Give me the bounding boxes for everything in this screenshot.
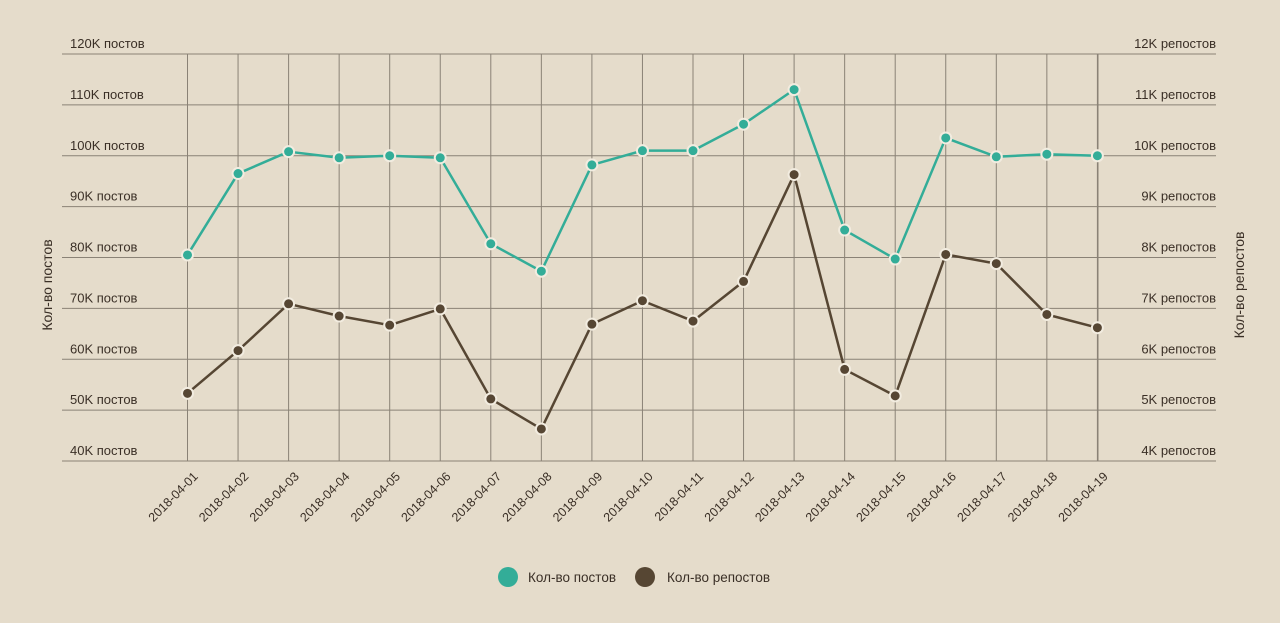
x-tick-label: 2018-04-04 xyxy=(297,469,352,524)
data-point[interactable] xyxy=(181,386,194,400)
data-point[interactable] xyxy=(1040,147,1054,161)
y-tick-right: 8K репостов xyxy=(1141,240,1216,255)
data-point[interactable] xyxy=(635,144,649,158)
y-axis-left-title: Кол-во постов xyxy=(39,239,55,330)
data-point[interactable] xyxy=(383,149,397,163)
x-tick-label: 2018-04-18 xyxy=(1005,469,1060,524)
data-point[interactable] xyxy=(484,237,498,251)
x-tick-label: 2018-04-03 xyxy=(247,469,302,524)
x-tick-label: 2018-04-17 xyxy=(955,469,1010,524)
data-point[interactable] xyxy=(282,297,296,311)
data-point[interactable] xyxy=(888,389,902,403)
x-tick-label: 2018-04-13 xyxy=(752,469,807,524)
x-tick-label: 2018-04-11 xyxy=(652,469,706,523)
data-point[interactable] xyxy=(838,223,852,237)
data-point[interactable] xyxy=(686,144,700,158)
data-point[interactable] xyxy=(939,131,953,145)
y-tick-left: 80K постов xyxy=(70,240,138,255)
data-point[interactable] xyxy=(787,83,801,97)
data-point[interactable] xyxy=(1090,321,1104,335)
series-reposts xyxy=(181,168,1104,436)
data-point[interactable] xyxy=(433,302,447,316)
data-point[interactable] xyxy=(484,392,498,406)
data-point[interactable] xyxy=(433,151,447,165)
x-tick-label: 2018-04-02 xyxy=(196,469,251,524)
data-point[interactable] xyxy=(989,257,1003,271)
x-tick-label: 2018-04-07 xyxy=(449,469,504,524)
legend-marker-posts xyxy=(498,567,518,587)
x-tick-label: 2018-04-19 xyxy=(1056,469,1111,524)
y-tick-left: 90K постов xyxy=(70,189,138,204)
y-axis-left-ticks: 40K постов 50K постов 60K постов 70K постов… xyxy=(70,36,145,458)
legend-label-posts: Кол-во постов xyxy=(528,570,616,585)
x-tick-label: 2018-04-08 xyxy=(500,469,555,524)
x-tick-label: 2018-04-14 xyxy=(803,469,858,524)
data-point[interactable] xyxy=(231,344,245,358)
y-tick-right: 5K репостов xyxy=(1141,392,1216,407)
data-point[interactable] xyxy=(585,317,599,331)
data-point[interactable] xyxy=(1040,307,1054,321)
legend-label-reposts: Кол-во репостов xyxy=(667,570,770,585)
data-point[interactable] xyxy=(332,151,346,165)
data-point[interactable] xyxy=(332,309,346,323)
y-tick-right: 7K репостов xyxy=(1141,290,1216,305)
y-tick-left: 50K постов xyxy=(70,392,138,407)
legend-marker-reposts xyxy=(635,567,655,587)
data-point[interactable] xyxy=(838,362,852,376)
y-tick-left: 100K постов xyxy=(70,138,145,153)
y-tick-left: 40K постов xyxy=(70,443,138,458)
data-point[interactable] xyxy=(939,247,953,261)
x-axis-ticks: 2018-04-012018-04-022018-04-032018-04-04… xyxy=(146,469,1111,524)
data-point[interactable] xyxy=(585,158,599,172)
series-layer xyxy=(181,83,1104,436)
data-point[interactable] xyxy=(231,167,245,181)
y-tick-right: 10K репостов xyxy=(1134,138,1216,153)
y-axis-right-title: Кол-во репостов xyxy=(1231,232,1247,339)
y-tick-right: 12K репостов xyxy=(1134,36,1216,51)
series-posts xyxy=(181,83,1104,278)
data-point[interactable] xyxy=(181,248,194,262)
data-point[interactable] xyxy=(737,117,751,131)
data-point[interactable] xyxy=(534,264,548,278)
data-point[interactable] xyxy=(989,150,1003,164)
y-tick-left: 70K постов xyxy=(70,290,138,305)
grid xyxy=(62,53,1216,462)
y-axis-right-ticks: 4K репостов 5K репостов 6K репостов 7K репо… xyxy=(1134,36,1216,458)
data-point[interactable] xyxy=(534,422,548,436)
data-point[interactable] xyxy=(888,252,902,266)
y-tick-left: 120K постов xyxy=(70,36,145,51)
data-point[interactable] xyxy=(635,294,649,308)
y-tick-right: 4K репостов xyxy=(1141,443,1216,458)
y-tick-left: 60K постов xyxy=(70,341,138,356)
x-tick-label: 2018-04-06 xyxy=(398,469,453,524)
legend: Кол-во постов Кол-во репостов xyxy=(498,567,770,587)
data-point[interactable] xyxy=(282,145,296,159)
y-tick-right: 11K репостов xyxy=(1135,87,1216,102)
data-point[interactable] xyxy=(737,274,751,288)
legend-item-posts[interactable]: Кол-во постов xyxy=(498,567,616,587)
legend-item-reposts[interactable]: Кол-во репостов xyxy=(635,567,770,587)
y-tick-left: 110K постов xyxy=(70,87,144,102)
x-tick-label: 2018-04-16 xyxy=(904,469,959,524)
x-tick-label: 2018-04-12 xyxy=(702,469,757,524)
x-tick-label: 2018-04-10 xyxy=(601,469,656,524)
data-point[interactable] xyxy=(787,168,801,182)
x-tick-label: 2018-04-09 xyxy=(550,469,605,524)
x-tick-label: 2018-04-01 xyxy=(146,469,201,524)
data-point[interactable] xyxy=(686,314,700,328)
x-tick-label: 2018-04-15 xyxy=(853,469,908,524)
data-point[interactable] xyxy=(383,318,397,332)
y-tick-right: 9K репостов xyxy=(1141,189,1216,204)
y-tick-right: 6K репостов xyxy=(1141,341,1216,356)
data-point[interactable] xyxy=(1090,149,1104,163)
x-tick-label: 2018-04-05 xyxy=(348,469,403,524)
